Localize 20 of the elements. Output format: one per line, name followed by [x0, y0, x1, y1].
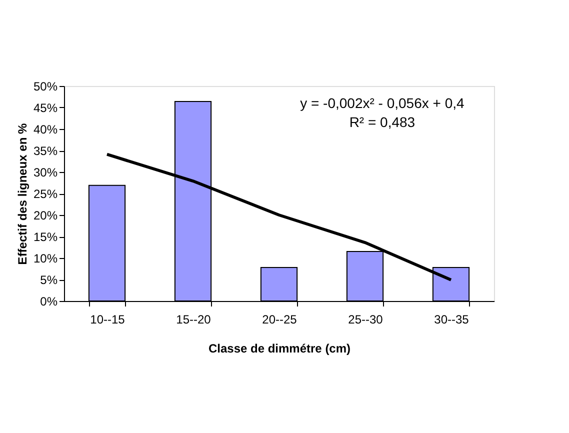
y-tick-label: 50%: [33, 80, 58, 94]
x-tick-label: 15--20: [176, 312, 212, 326]
x-tick-label: 20--25: [262, 312, 298, 326]
y-tick-label: 5%: [40, 273, 58, 287]
y-tick-label: 45%: [33, 101, 58, 115]
y-axis-title: Effectif des ligneux en %: [15, 122, 30, 265]
y-tick-label: 15%: [33, 230, 58, 244]
y-tick-label: 30%: [33, 166, 58, 180]
x-tick-label: 10--15: [90, 312, 126, 326]
y-tick-label: 40%: [33, 122, 58, 136]
annotation: R² = 0,483: [349, 114, 416, 130]
x-axis-title: Classe de dimmétre (cm): [208, 342, 351, 356]
y-tick-label: 35%: [33, 144, 58, 158]
y-tick-label: 0%: [40, 294, 58, 308]
annotation: y = -0,002x² - 0,056x + 0,4: [300, 95, 465, 111]
y-tick-label: 10%: [33, 252, 58, 266]
x-tick-label: 25--30: [348, 312, 384, 326]
y-tick-label: 20%: [33, 208, 58, 222]
y-tick-label: 25%: [33, 187, 58, 201]
x-tick-label: 30--35: [434, 312, 470, 326]
